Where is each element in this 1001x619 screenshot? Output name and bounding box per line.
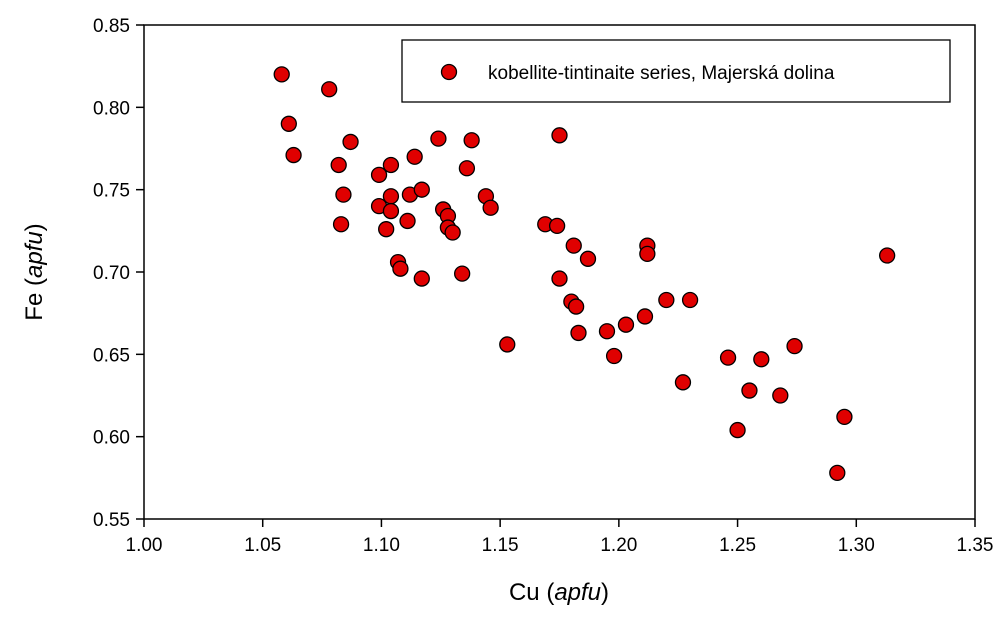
y-tick-label: 0.80 [93, 98, 130, 119]
data-point [786, 337, 803, 355]
data-point [681, 291, 699, 309]
x-tick-label: 1.20 [600, 535, 637, 556]
legend-label: kobellite-tintinaite series, Majerská do… [488, 63, 835, 84]
data-point [499, 336, 516, 353]
data-point [370, 166, 388, 183]
x-axis: 1.00 1.05 1.10 1.15 1.20 1.25 1.30 1.35 [126, 519, 994, 556]
data-point [273, 66, 290, 83]
data-point [551, 127, 568, 144]
x-tick-label: 1.05 [244, 535, 281, 556]
y-tick-label: 0.85 [93, 16, 130, 37]
data-point [548, 217, 566, 235]
data-point [836, 408, 853, 426]
y-tick-label: 0.70 [93, 263, 130, 284]
y-axis: 0.55 0.60 0.65 0.70 0.75 0.80 0.85 [93, 16, 144, 531]
data-point [458, 160, 476, 177]
data-point [719, 349, 737, 366]
legend-box [401, 39, 951, 103]
data-point [658, 291, 675, 309]
legend-marker [440, 63, 458, 81]
data-point [579, 250, 597, 267]
x-tick-label: 1.35 [957, 535, 994, 556]
data-point [392, 260, 409, 277]
x-tick-label: 1.30 [838, 535, 875, 556]
data-points [273, 66, 896, 482]
data-point [280, 115, 297, 132]
data-point [335, 186, 352, 203]
legend: kobellite-tintinaite series, Majerská do… [401, 39, 951, 103]
data-point [605, 347, 623, 365]
data-point [567, 298, 585, 315]
data-point [463, 132, 480, 149]
data-point [321, 81, 338, 98]
data-point [454, 265, 471, 282]
data-point [570, 324, 587, 342]
data-point [729, 421, 746, 439]
data-point [636, 308, 654, 325]
data-point [382, 202, 400, 220]
x-tick-label: 1.00 [126, 535, 163, 556]
y-tick-label: 0.75 [93, 181, 130, 202]
data-point [879, 247, 896, 264]
y-tick-label: 0.55 [93, 510, 130, 531]
x-axis-title: Cu (apfu) [509, 579, 609, 606]
data-point [332, 216, 350, 233]
data-point [413, 270, 430, 287]
data-point [674, 374, 692, 391]
x-tick-label: 1.15 [482, 535, 519, 556]
data-point [285, 146, 302, 164]
data-point [598, 323, 616, 340]
data-point [565, 237, 582, 254]
data-point [406, 148, 423, 165]
data-point [413, 181, 430, 198]
data-point [639, 245, 656, 263]
data-point [617, 316, 635, 333]
data-point [772, 387, 789, 404]
data-point [330, 156, 347, 174]
data-point [378, 221, 395, 238]
data-point [482, 199, 499, 216]
data-point [444, 224, 461, 241]
data-point [741, 382, 758, 399]
data-point [399, 212, 416, 230]
x-tick-label: 1.10 [363, 535, 400, 556]
y-tick-label: 0.60 [93, 428, 130, 449]
data-point [430, 130, 447, 147]
y-axis-title: Fe (apfu) [21, 223, 48, 320]
y-tick-label: 0.65 [93, 345, 130, 366]
data-point [829, 464, 846, 482]
data-point [382, 156, 400, 174]
data-point [342, 133, 359, 151]
x-tick-label: 1.25 [719, 535, 756, 556]
data-point [753, 351, 770, 368]
data-point [551, 270, 568, 287]
